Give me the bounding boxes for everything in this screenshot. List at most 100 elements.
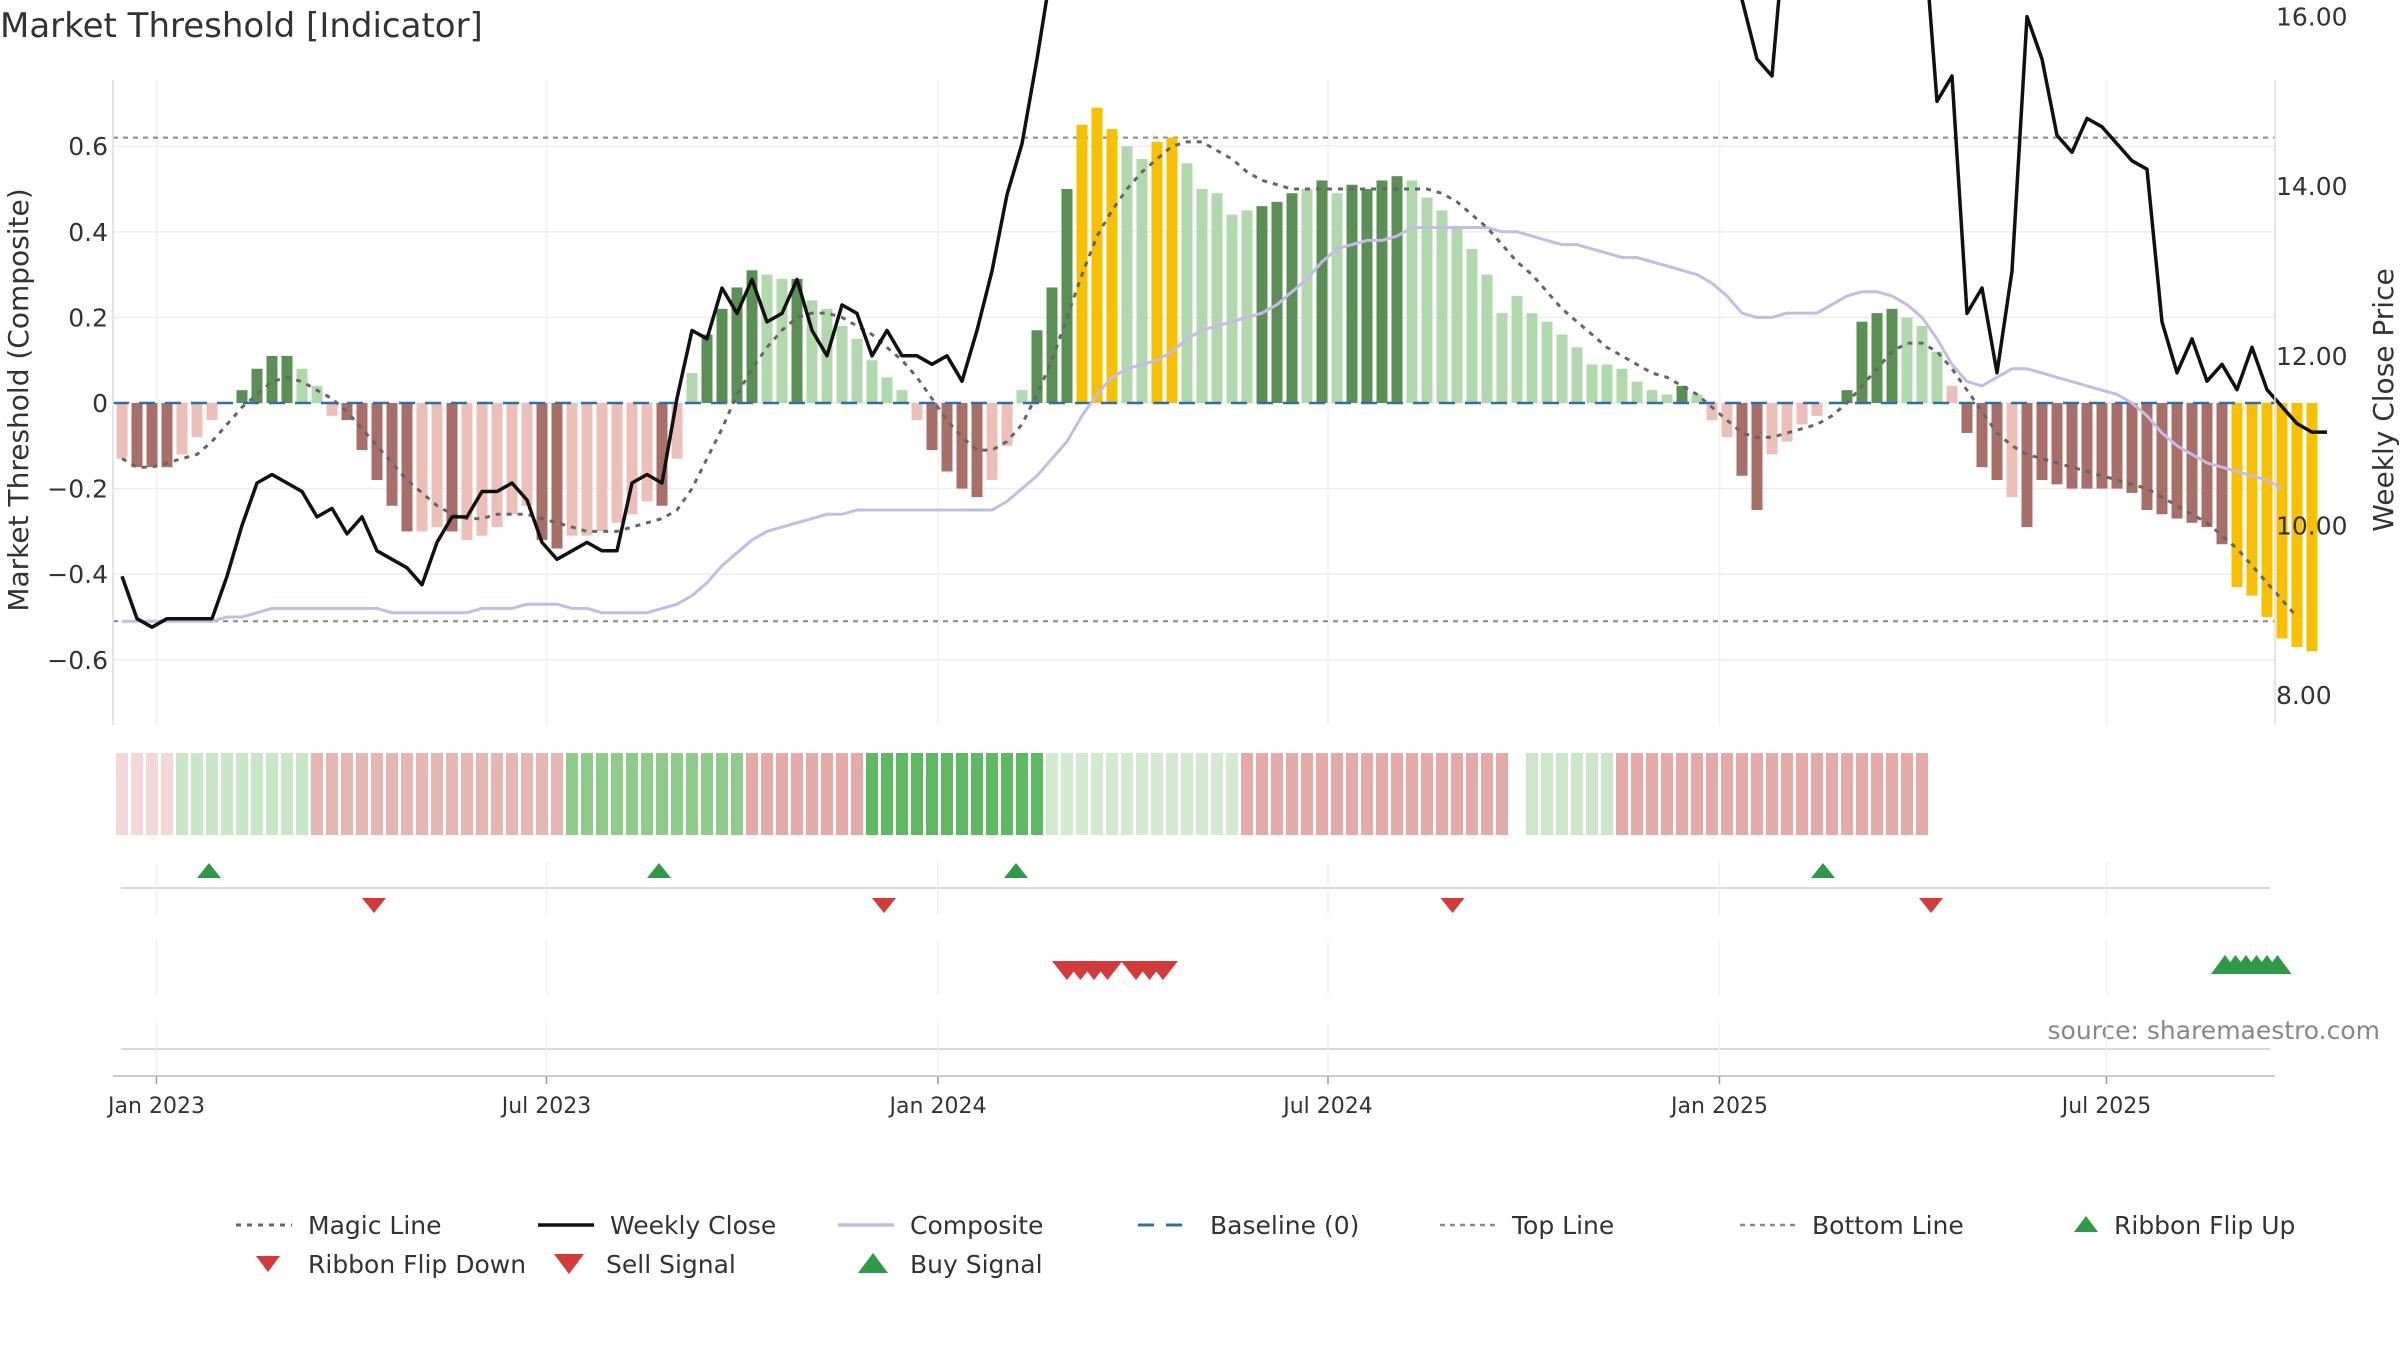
ribbon-cell bbox=[941, 753, 953, 835]
histogram-bar bbox=[746, 270, 758, 403]
ribbon-flip-up-marker bbox=[197, 863, 221, 878]
ribbon-cell bbox=[1211, 753, 1223, 835]
histogram-bar bbox=[401, 403, 413, 532]
histogram-bar bbox=[2246, 403, 2258, 596]
ribbon-cell bbox=[1436, 753, 1448, 835]
histogram-bar bbox=[656, 403, 668, 506]
histogram-bar bbox=[1331, 193, 1343, 403]
histogram-bar bbox=[956, 403, 968, 489]
ribbon-cell bbox=[131, 753, 143, 835]
histogram-bar bbox=[431, 403, 443, 528]
histogram-bar bbox=[236, 390, 248, 403]
ribbon-cell bbox=[296, 753, 308, 835]
y-tick-label: −0.4 bbox=[47, 560, 108, 589]
histogram-bar bbox=[866, 360, 878, 403]
legend-label: Ribbon Flip Down bbox=[308, 1250, 526, 1279]
y2-tick-label: 16.00 bbox=[2276, 3, 2348, 32]
ribbon-cell bbox=[1076, 753, 1088, 835]
source-label: source: sharemaestro.com bbox=[2048, 1016, 2381, 1045]
histogram-bar bbox=[1601, 364, 1613, 403]
histogram-bar bbox=[791, 278, 803, 403]
ribbon-cell bbox=[1406, 753, 1418, 835]
ribbon-flip-down-marker bbox=[1919, 898, 1943, 913]
histogram-bar bbox=[2021, 403, 2033, 528]
y-tick-label: 0.6 bbox=[68, 132, 108, 161]
histogram-bar bbox=[1046, 287, 1058, 403]
legend-item: Buy Signal bbox=[858, 1250, 1043, 1279]
ribbon-cell bbox=[836, 753, 848, 835]
histogram-bar bbox=[836, 325, 848, 403]
histogram-bar bbox=[1226, 214, 1238, 403]
legend-label: Ribbon Flip Up bbox=[2114, 1211, 2295, 1240]
y-tick-label: −0.6 bbox=[47, 646, 108, 675]
histogram-bar bbox=[911, 403, 923, 421]
legend-label: Sell Signal bbox=[606, 1250, 736, 1279]
ribbon-cell bbox=[1271, 753, 1283, 835]
legend-label: Baseline (0) bbox=[1210, 1211, 1359, 1240]
histogram-bar bbox=[1616, 368, 1628, 403]
histogram-bar bbox=[191, 403, 203, 438]
histogram-bar bbox=[281, 355, 293, 403]
weekly-close-line bbox=[120, 0, 2327, 629]
histogram-bar bbox=[1196, 189, 1208, 403]
ribbon-cell bbox=[356, 753, 368, 835]
histogram-bar bbox=[2201, 403, 2213, 528]
ribbon-cell bbox=[1301, 753, 1313, 835]
histogram-bar bbox=[1061, 189, 1073, 403]
histogram-bar bbox=[1271, 201, 1283, 403]
ribbon-cell bbox=[1616, 753, 1628, 835]
legend: Magic Line Weekly Close Composite Baseline … bbox=[236, 1211, 2295, 1279]
ribbon-cell bbox=[986, 753, 998, 835]
ribbon-cell bbox=[1106, 753, 1118, 835]
histogram-bar bbox=[266, 355, 278, 403]
histogram-bar bbox=[1361, 189, 1373, 403]
ribbon-flip-down-marker bbox=[872, 898, 896, 913]
ribbon-cell bbox=[536, 753, 548, 835]
histogram-bar bbox=[521, 403, 533, 506]
histogram-bar bbox=[2156, 403, 2168, 515]
ribbon-cell bbox=[341, 753, 353, 835]
histogram-bar bbox=[176, 403, 188, 455]
ribbon-cell bbox=[1166, 753, 1178, 835]
histogram-bar bbox=[146, 403, 158, 468]
ribbon-cell bbox=[701, 753, 713, 835]
ribbon-cell bbox=[1196, 753, 1208, 835]
ribbon-cell bbox=[1421, 753, 1433, 835]
ribbon-cell bbox=[596, 753, 608, 835]
histogram-bar bbox=[986, 403, 998, 481]
histogram-bar bbox=[416, 403, 428, 532]
histogram-bar bbox=[1766, 403, 1778, 455]
histogram-bar bbox=[2216, 403, 2228, 545]
legend-item: Ribbon Flip Down bbox=[256, 1250, 526, 1279]
histogram-bar bbox=[506, 403, 518, 515]
x-tick-label: Jan 2024 bbox=[888, 1094, 987, 1119]
histogram-bar bbox=[1886, 308, 1898, 403]
histogram-bar bbox=[1511, 296, 1523, 403]
histogram-bar bbox=[1496, 313, 1508, 403]
histogram-bar bbox=[1481, 274, 1493, 403]
histogram-bar bbox=[596, 403, 608, 532]
ribbon-cell bbox=[1901, 753, 1913, 835]
legend-label: Bottom Line bbox=[1812, 1211, 1964, 1240]
ribbon-cell bbox=[791, 753, 803, 835]
x-tick-label: Jan 2025 bbox=[1669, 1094, 1768, 1119]
histogram-bar bbox=[206, 403, 218, 421]
ribbon-cell bbox=[1061, 753, 1073, 835]
ribbon-cell bbox=[1361, 753, 1373, 835]
flip-signal-panel bbox=[121, 862, 2270, 915]
histogram-bar bbox=[1001, 403, 1013, 446]
ribbon-cell bbox=[1136, 753, 1148, 835]
ribbon-cell bbox=[401, 753, 413, 835]
ribbon-cell bbox=[221, 753, 233, 835]
histogram-bar bbox=[2051, 403, 2063, 485]
ribbon-cell bbox=[1766, 753, 1778, 835]
histogram-bar bbox=[1181, 163, 1193, 403]
histogram-bar bbox=[1211, 193, 1223, 403]
ribbon-cell bbox=[656, 753, 668, 835]
histogram-bar bbox=[1256, 206, 1268, 403]
chart-title: Market Threshold [Indicator] bbox=[0, 6, 483, 46]
histogram-bar bbox=[386, 403, 398, 506]
y-axis-left-ticks: 0.6 0.4 0.2 0 −0.2 −0.4 −0.6 bbox=[47, 132, 108, 675]
histogram-bar bbox=[1856, 321, 1868, 403]
